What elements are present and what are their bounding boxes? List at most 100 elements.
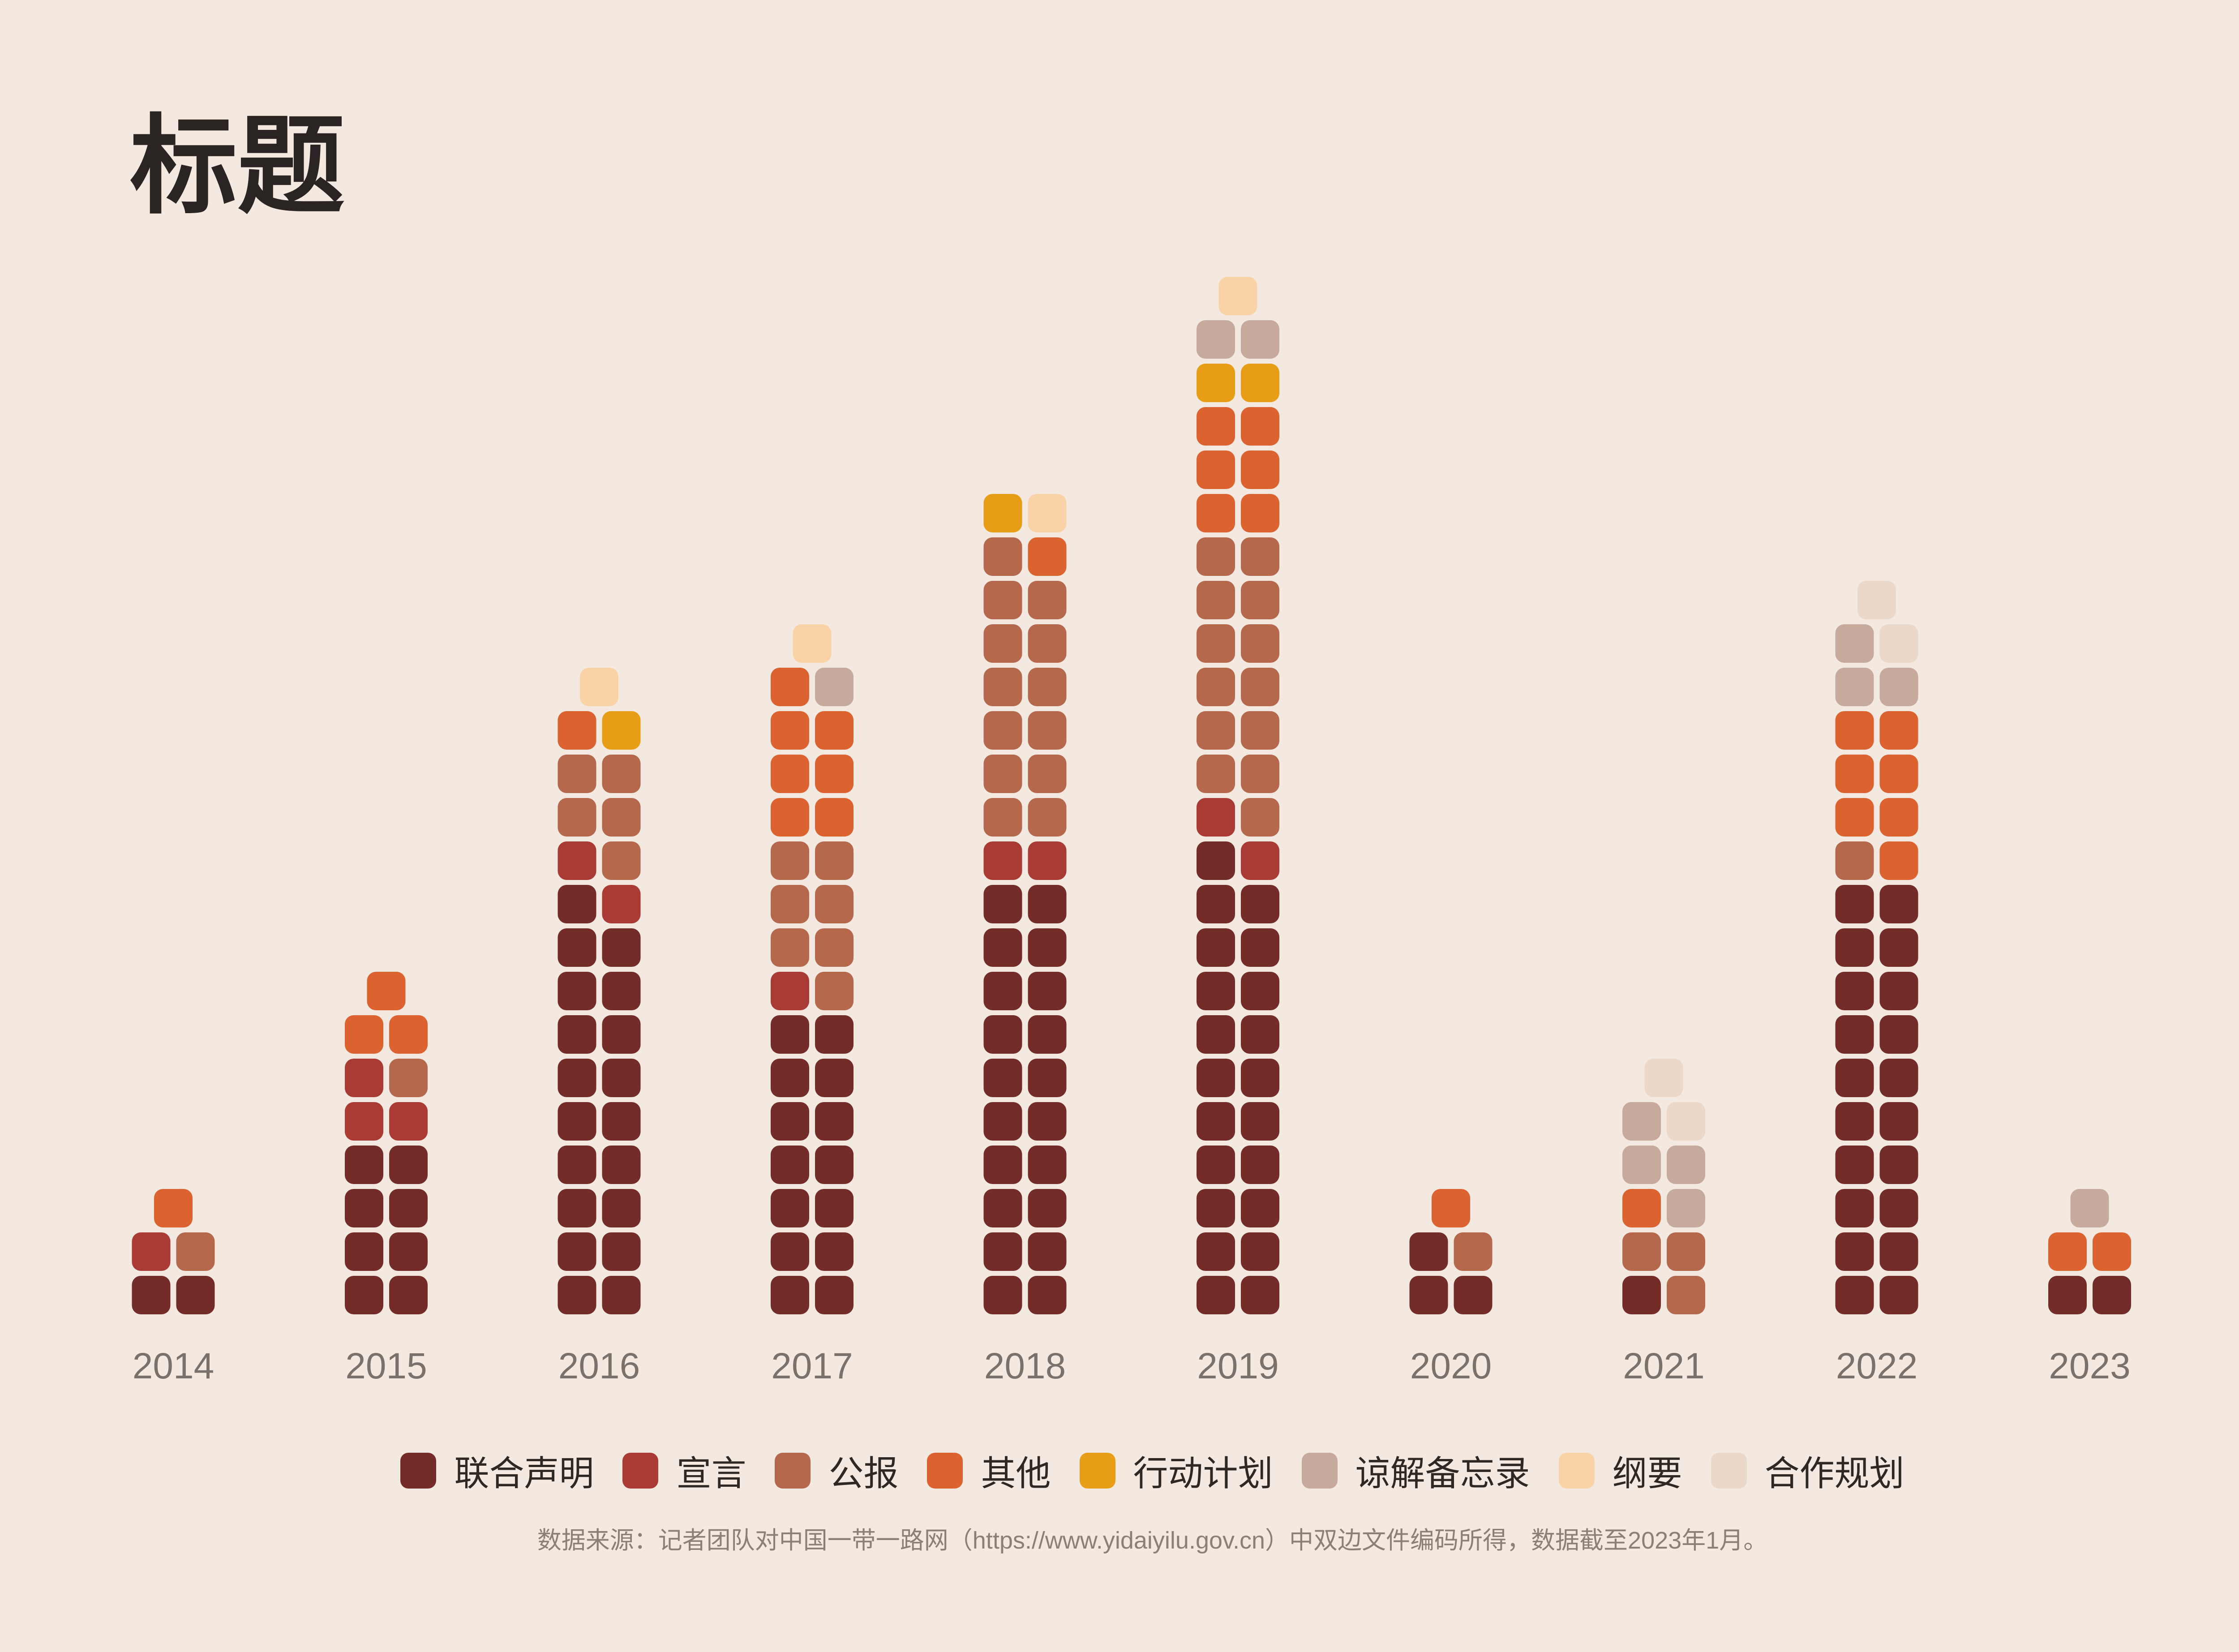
unit-2022-其他 bbox=[1835, 711, 1874, 750]
unit-2018-联合声明 bbox=[1028, 1232, 1067, 1271]
bar-2015 bbox=[345, 972, 428, 1314]
unit-2015-其他 bbox=[389, 1015, 428, 1054]
unit-2022-其他 bbox=[1835, 798, 1874, 837]
unit-2016-联合声明 bbox=[558, 1189, 596, 1227]
unit-2017-联合声明 bbox=[771, 1146, 809, 1184]
unit-2021-谅解备忘录 bbox=[1622, 1146, 1661, 1184]
unit-2022-联合声明 bbox=[1835, 972, 1874, 1010]
bar-2022 bbox=[1835, 581, 1918, 1314]
x-tick-label-2016: 2016 bbox=[558, 1346, 640, 1386]
unit-2019-联合声明 bbox=[1197, 1189, 1235, 1227]
unit-2016-宣言 bbox=[602, 885, 641, 923]
unit-2015-宣言 bbox=[345, 1102, 383, 1141]
chart-bars bbox=[132, 277, 2131, 1314]
unit-2023-其他 bbox=[2093, 1232, 2131, 1271]
unit-2017-其他 bbox=[771, 798, 809, 837]
legend-item-其他: 其他 bbox=[927, 1446, 1051, 1496]
unit-2022-联合声明 bbox=[1879, 1189, 1918, 1227]
bar-2019 bbox=[1197, 277, 1279, 1314]
unit-2019-联合声明 bbox=[1197, 1059, 1235, 1097]
bar-2016 bbox=[558, 668, 641, 1314]
unit-2021-谅解备忘录 bbox=[1622, 1102, 1661, 1141]
unit-2014-联合声明 bbox=[176, 1276, 215, 1314]
legend-label: 公报 bbox=[828, 1454, 899, 1493]
unit-2019-联合声明 bbox=[1197, 841, 1235, 880]
unit-2015-联合声明 bbox=[389, 1146, 428, 1184]
unit-2019-公报 bbox=[1241, 624, 1279, 663]
unit-2018-宣言 bbox=[1028, 841, 1067, 880]
unit-2017-其他 bbox=[815, 755, 854, 793]
bar-2023 bbox=[2048, 1189, 2131, 1314]
unit-2017-公报 bbox=[815, 928, 854, 967]
unit-2018-公报 bbox=[983, 537, 1022, 576]
unit-2017-公报 bbox=[815, 885, 854, 923]
unit-2019-公报 bbox=[1241, 798, 1279, 837]
unit-2017-公报 bbox=[771, 928, 809, 967]
unit-2014-宣言 bbox=[132, 1232, 171, 1271]
unit-2016-联合声明 bbox=[602, 1146, 641, 1184]
unit-2017-宣言 bbox=[771, 972, 809, 1010]
unit-2023-谅解备忘录 bbox=[2070, 1189, 2109, 1227]
legend-item-合作规划: 合作规划 bbox=[1711, 1446, 1904, 1496]
unit-2018-公报 bbox=[1028, 798, 1067, 837]
unit-2018-联合声明 bbox=[983, 1276, 1022, 1314]
unit-2019-公报 bbox=[1241, 711, 1279, 750]
unit-2021-谅解备忘录 bbox=[1667, 1146, 1705, 1184]
unit-2014-联合声明 bbox=[132, 1276, 171, 1314]
unit-2016-公报 bbox=[602, 798, 641, 837]
unit-2018-公报 bbox=[1028, 581, 1067, 619]
unit-2021-合作规划 bbox=[1667, 1102, 1705, 1141]
unit-2023-其他 bbox=[2048, 1232, 2087, 1271]
unit-2022-其他 bbox=[1879, 798, 1918, 837]
legend-label: 联合声明 bbox=[454, 1454, 594, 1493]
unit-2020-其他 bbox=[1432, 1189, 1470, 1227]
unit-2022-联合声明 bbox=[1835, 1189, 1874, 1227]
unit-2016-联合声明 bbox=[602, 1232, 641, 1271]
unit-2018-公报 bbox=[983, 711, 1022, 750]
unit-2018-公报 bbox=[1028, 668, 1067, 706]
unit-2022-谅解备忘录 bbox=[1879, 668, 1918, 706]
legend-item-纲要: 纲要 bbox=[1558, 1446, 1682, 1496]
unit-2022-联合声明 bbox=[1879, 1102, 1918, 1141]
unit-2016-联合声明 bbox=[602, 972, 641, 1010]
unit-2022-联合声明 bbox=[1879, 885, 1918, 923]
unit-2022-联合声明 bbox=[1879, 1015, 1918, 1054]
unit-2019-其他 bbox=[1241, 407, 1279, 446]
unit-2022-合作规划 bbox=[1857, 581, 1896, 619]
unit-2015-联合声明 bbox=[345, 1146, 383, 1184]
unit-2019-其他 bbox=[1241, 494, 1279, 532]
unit-2016-联合声明 bbox=[602, 1189, 641, 1227]
unit-2019-联合声明 bbox=[1197, 928, 1235, 967]
unit-2021-联合声明 bbox=[1622, 1276, 1661, 1314]
unit-2021-合作规划 bbox=[1644, 1059, 1683, 1097]
unit-2016-宣言 bbox=[558, 841, 596, 880]
legend-swatch bbox=[775, 1453, 811, 1489]
unit-2018-联合声明 bbox=[983, 1232, 1022, 1271]
unit-2022-联合声明 bbox=[1879, 972, 1918, 1010]
unit-2017-其他 bbox=[771, 755, 809, 793]
unit-2022-联合声明 bbox=[1879, 1276, 1918, 1314]
unit-2022-联合声明 bbox=[1879, 1059, 1918, 1097]
unit-2017-公报 bbox=[771, 841, 809, 880]
unit-2017-其他 bbox=[771, 668, 809, 706]
unit-2021-公报 bbox=[1622, 1232, 1661, 1271]
source-note: 数据来源：记者团队对中国一带一路网（https://www.yidaiyilu.… bbox=[537, 1527, 1768, 1554]
unit-2019-其他 bbox=[1197, 451, 1235, 489]
unit-2019-公报 bbox=[1197, 668, 1235, 706]
legend-label: 其他 bbox=[981, 1454, 1051, 1493]
unit-2018-联合声明 bbox=[1028, 1146, 1067, 1184]
unit-2016-行动计划 bbox=[602, 711, 641, 750]
bar-2021 bbox=[1622, 1059, 1705, 1314]
legend-label: 谅解备忘录 bbox=[1355, 1454, 1530, 1493]
bar-2020 bbox=[1409, 1189, 1493, 1314]
unit-2018-联合声明 bbox=[1028, 928, 1067, 967]
unit-2017-联合声明 bbox=[771, 1059, 809, 1097]
unit-2019-联合声明 bbox=[1241, 928, 1279, 967]
unit-2018-公报 bbox=[983, 624, 1022, 663]
unit-2022-谅解备忘录 bbox=[1835, 668, 1874, 706]
unit-2018-联合声明 bbox=[1028, 885, 1067, 923]
unit-2015-联合声明 bbox=[345, 1232, 383, 1271]
unit-2014-其他 bbox=[154, 1189, 193, 1227]
unit-2017-纲要 bbox=[793, 624, 832, 663]
unit-2017-联合声明 bbox=[771, 1102, 809, 1141]
